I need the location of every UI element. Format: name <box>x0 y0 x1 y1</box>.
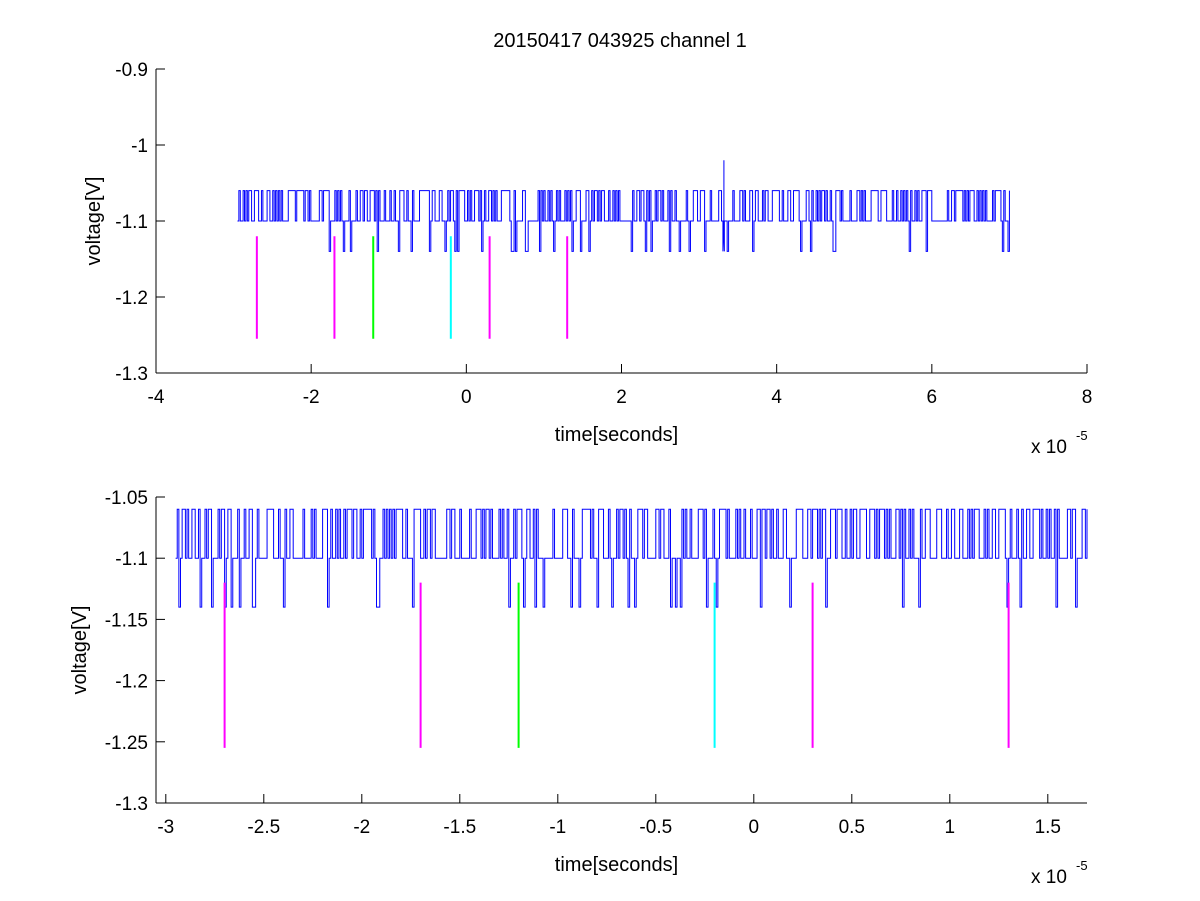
y-tick-label: -1.2 <box>115 672 148 693</box>
y-tick-label: -1.05 <box>105 488 148 509</box>
y-tick-label: -0.9 <box>115 60 148 81</box>
x-tick-label: -0.5 <box>639 817 672 838</box>
x-tick-label: -2 <box>353 817 370 838</box>
x-tick-label: -1 <box>549 817 566 838</box>
x-tick-label: 0 <box>749 817 760 838</box>
x-exponent-label: x 10 <box>1031 867 1067 888</box>
y-tick-label: -1.15 <box>105 610 148 631</box>
x-tick-label: 8 <box>1082 387 1093 408</box>
x-tick-label: -4 <box>148 387 165 408</box>
y-tick-label: -1.25 <box>105 733 148 754</box>
y-tick-label: -1.1 <box>115 212 148 233</box>
signal-trace <box>237 160 1010 252</box>
x-tick-label: 6 <box>927 387 938 408</box>
y-axis-label: voltage[V] <box>69 606 91 695</box>
x-tick-label: -2 <box>303 387 320 408</box>
y-tick-label: -1 <box>131 136 148 157</box>
x-exponent-superscript: -5 <box>1076 858 1088 873</box>
y-axis-label: voltage[V] <box>83 177 105 266</box>
signal-trace <box>175 508 1088 608</box>
figure-title: 20150417 043925 channel 1 <box>493 30 747 52</box>
y-tick-label: -1.3 <box>115 364 148 385</box>
x-tick-label: 0.5 <box>839 817 865 838</box>
x-axis-label: time[seconds] <box>555 854 678 876</box>
y-tick-label: -1.3 <box>115 794 148 815</box>
plot-bottom: -1.3 -1.25 -1.2 -1.15 -1.1 -1.05 -3 -2.5 -2 -1.5 -… <box>69 488 1088 888</box>
x-tick-label: -1.5 <box>443 817 476 838</box>
x-tick-label: 4 <box>771 387 782 408</box>
plot-top: -1.3 -1.2 -1.1 -1 -0.9 -4 -2 0 2 4 6 8 time[seconds]… <box>83 60 1092 458</box>
x-tick-label: 2 <box>616 387 627 408</box>
x-tick-label: -2.5 <box>247 817 280 838</box>
y-tick-label: -1.2 <box>115 288 148 309</box>
x-tick-label: 1.5 <box>1035 817 1061 838</box>
y-tick-label: -1.1 <box>115 549 148 570</box>
x-exponent-label: x 10 <box>1031 437 1067 458</box>
x-tick-label: 0 <box>461 387 472 408</box>
x-tick-label: -3 <box>157 817 174 838</box>
x-exponent-superscript: -5 <box>1076 428 1088 443</box>
x-axis-label: time[seconds] <box>555 424 678 446</box>
x-tick-label: 1 <box>945 817 956 838</box>
